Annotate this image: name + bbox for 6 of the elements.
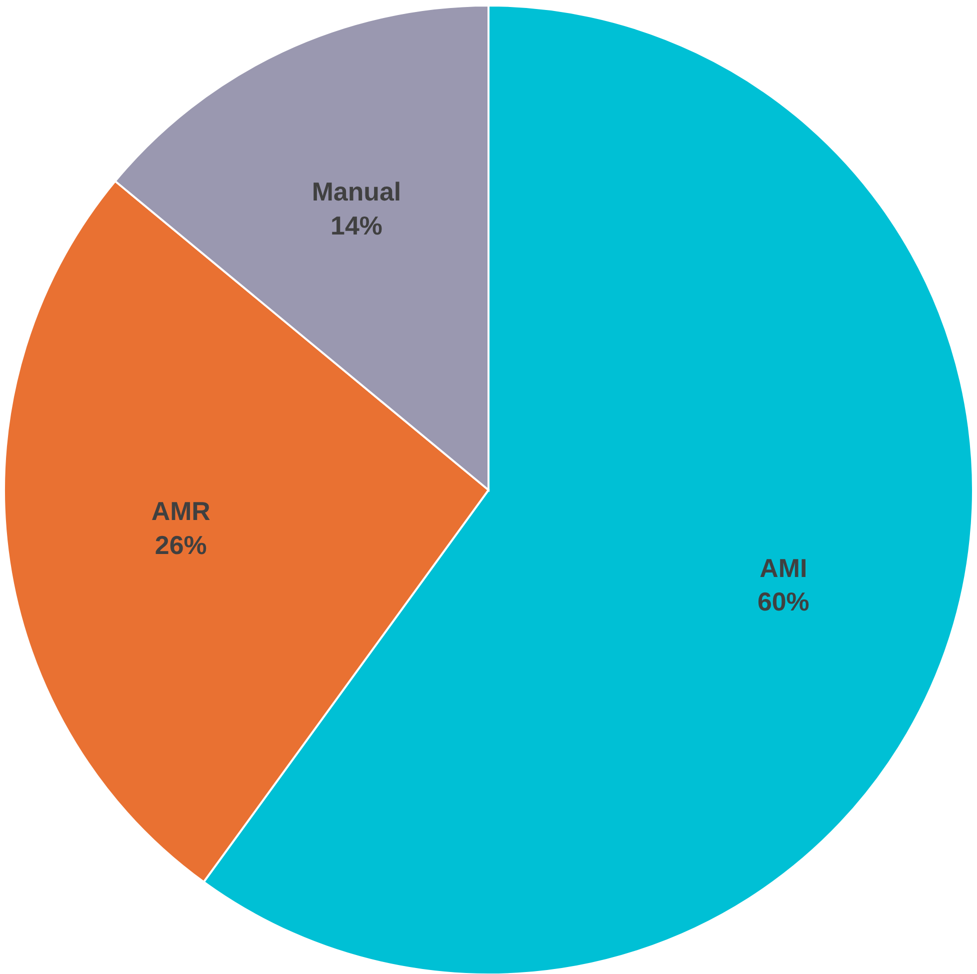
slice-label: AMR	[151, 498, 211, 526]
slice-label: AMI	[760, 554, 808, 583]
data-label: 14%	[330, 212, 382, 240]
slice-label: Manual	[312, 178, 402, 206]
data-label: 26%	[154, 532, 207, 560]
data-label: 60%	[757, 588, 810, 617]
